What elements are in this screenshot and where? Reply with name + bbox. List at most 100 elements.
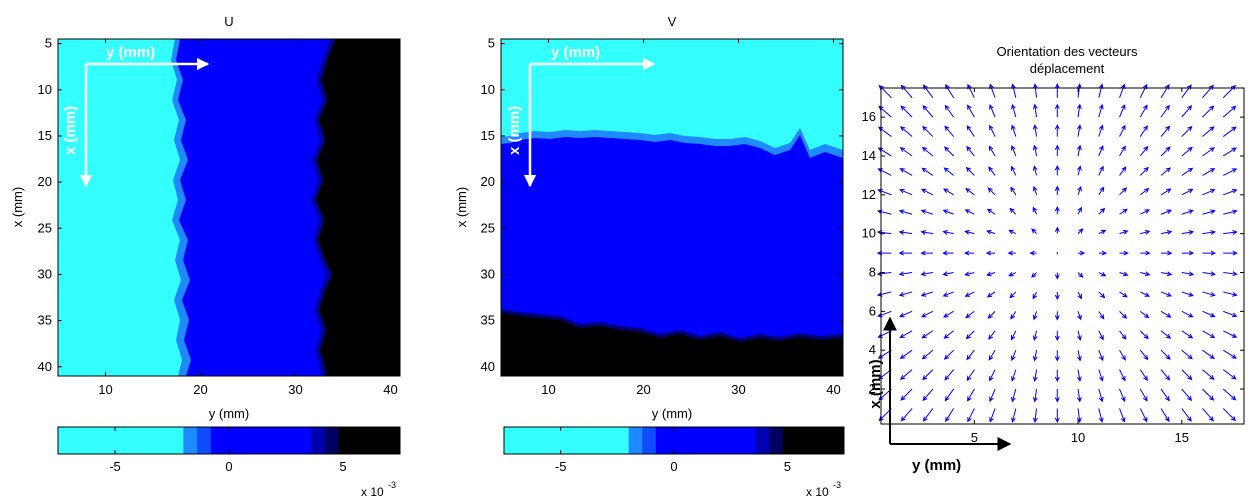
quiver-arrow (1181, 209, 1194, 215)
quiver-arrow (1223, 230, 1238, 235)
quiver-arrow (1139, 349, 1149, 361)
quiver-arrow (1054, 330, 1060, 342)
quiver-arrow (1160, 291, 1173, 297)
quiver-axes-frame (880, 87, 1245, 425)
quiver-arrow (1202, 147, 1215, 157)
quiver-arrow (1160, 388, 1170, 402)
quiver-arrow (1160, 408, 1170, 423)
quiver-arrow (987, 187, 996, 196)
quiver-arrow (1032, 185, 1038, 195)
quiver-arrow (1181, 330, 1194, 339)
quiver-arrow (1032, 165, 1038, 176)
u-x-tick-label: 40 (383, 382, 397, 397)
u-y-tick-label: 35 (38, 313, 52, 328)
quiver-arrow (1054, 165, 1060, 176)
quiver-arrow (986, 229, 996, 235)
quiver-arrow (1181, 349, 1193, 360)
quiver-overlay-y-label: y (mm) (912, 457, 961, 474)
quiver-arrow (900, 388, 913, 401)
quiver-arrow (1160, 146, 1171, 157)
quiver-arrow (1011, 103, 1017, 118)
u-colorbar-segment (311, 427, 326, 454)
quiver-arrow (899, 168, 913, 176)
quiver-overlay-x-label: x (mm) (867, 359, 884, 408)
u-y-tick-label: 30 (38, 266, 52, 281)
quiver-arrow (1007, 250, 1016, 256)
quiver-arrow (1119, 349, 1126, 361)
quiver-arrow (943, 188, 954, 196)
quiver-arrow (1054, 226, 1060, 234)
quiver-arrow (1054, 311, 1060, 321)
quiver-arrow (986, 271, 996, 277)
quiver-arrow (900, 408, 913, 422)
quiver-arrow (921, 310, 934, 318)
quiver-arrow (1010, 124, 1017, 137)
quiver-arrow (1010, 311, 1017, 320)
u-overlay-x-label: x (mm) (62, 106, 79, 155)
quiver-arrow (988, 145, 996, 157)
quiver-arrow (988, 330, 996, 340)
quiver-arrow (1160, 229, 1173, 235)
quiver-arrow (1098, 388, 1104, 403)
quiver-arrow (1119, 145, 1126, 157)
quiver-arrow (1119, 166, 1127, 176)
v-colorbar-exponent-base: x 10 (806, 485, 829, 499)
v-colorbar-segment (769, 427, 784, 454)
quiver-arrow (1139, 104, 1148, 118)
quiver-arrow (945, 84, 955, 98)
quiver-arrow (1119, 187, 1128, 196)
quiver-arrow (1032, 350, 1038, 362)
quiver-arrow (1202, 84, 1214, 99)
quiver-arrow (1098, 350, 1104, 362)
quiver-arrow (1119, 310, 1128, 319)
quiver-arrow (967, 388, 975, 402)
quiver-arrow (1202, 388, 1215, 401)
u-y-tick-label: 40 (38, 359, 52, 374)
quiver-arrow (1160, 310, 1172, 318)
quiver-arrow (1222, 84, 1237, 99)
quiver-arrow (899, 147, 913, 157)
quiver-y-tick-label: 16 (862, 109, 876, 124)
quiver-arrow (1098, 165, 1104, 176)
quiver-arrow (1032, 206, 1038, 215)
quiver-arrow (1098, 250, 1108, 256)
quiver-arrow (1139, 166, 1149, 176)
u-title: U (224, 14, 233, 29)
quiver-arrow (1076, 83, 1082, 98)
quiver-arrow (942, 209, 954, 215)
quiver-arrow (1139, 330, 1149, 340)
quiver-arrow (1140, 229, 1151, 235)
quiver-arrow (1098, 291, 1106, 299)
u-colorbar-exponent-base: x 10 (361, 485, 384, 499)
quiver-arrow (988, 349, 996, 361)
quiver-arrow (1223, 330, 1238, 338)
u-y-ticks: 5 10 15 20 25 30 35 40 (38, 36, 400, 374)
quiver-arrow (942, 291, 954, 297)
v-y-tick-label: 5 (488, 36, 495, 51)
quiver-arrow (1202, 369, 1215, 380)
quiver-arrow (1009, 207, 1017, 215)
quiver-arrow (966, 349, 975, 361)
quiver-arrow (1202, 209, 1216, 215)
v-x-ticks: 10 20 30 40 (541, 39, 841, 397)
u-y-tick-label: 10 (38, 82, 52, 97)
quiver-arrow (1223, 250, 1238, 256)
quiver-arrow (1054, 389, 1060, 403)
quiver-arrow (1010, 186, 1017, 196)
quiver-arrow (1054, 185, 1060, 195)
v-colorbar-segment (504, 427, 630, 454)
quiver-arrow (1054, 124, 1060, 137)
v-colorbar-tick-label: -5 (555, 459, 567, 474)
quiver-arrow (1161, 250, 1173, 256)
quiver-y-tick-label: 2 (869, 381, 876, 396)
v-y-ticks: 5 10 15 20 25 30 35 40 (481, 36, 843, 374)
quiver-arrow (1139, 125, 1148, 137)
quiver-arrow (942, 229, 954, 235)
quiver-arrow (877, 188, 892, 196)
quiver-arrow (1098, 124, 1104, 137)
v-y-tick-label: 40 (481, 359, 495, 374)
quiver-arrow (1054, 272, 1060, 280)
quiver-arrow (1181, 250, 1195, 256)
quiver-arrow (987, 310, 996, 319)
quiver-arrow (1181, 167, 1194, 176)
